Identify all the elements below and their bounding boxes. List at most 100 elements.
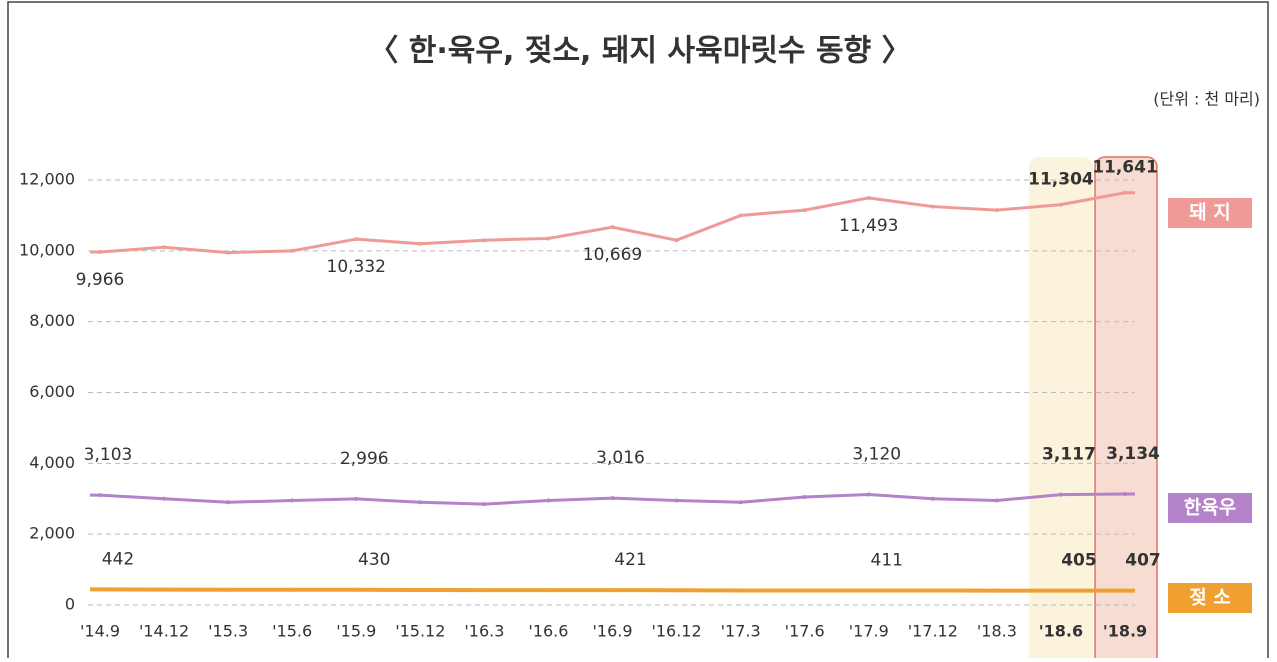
x-tick-label: '14.12 [139,622,189,641]
x-tick-label: '17.3 [721,622,761,641]
data-point [290,249,294,253]
x-tick-label: '14.9 [80,622,120,641]
data-point [226,500,230,504]
data-point [546,499,550,503]
data-point [290,499,294,503]
value-label: 407 [1125,551,1161,571]
data-point [1123,191,1127,195]
data-point [739,500,743,504]
value-label: 2,996 [340,449,389,469]
data-point [803,208,807,212]
data-point [931,589,935,593]
data-point [418,500,422,504]
data-point [482,588,486,592]
y-tick-label: 0 [65,595,75,614]
x-tick-label: '17.6 [785,622,825,641]
data-point [995,499,999,503]
y-tick-label: 8,000 [29,311,75,330]
chart: 〈 한·육우, 젖소, 돼지 사육마릿수 동향 〉 (단위 : 천 마리) 0 2… [0,0,1277,658]
data-point [1123,492,1127,496]
data-point [995,589,999,593]
x-tick-label: '16.6 [528,622,568,641]
value-label: 430 [358,550,390,570]
data-point [98,250,102,254]
x-tick-label: '16.12 [651,622,701,641]
value-label: 10,669 [583,245,642,265]
data-point [803,588,807,592]
x-tick-label: '16.3 [464,622,504,641]
data-point [611,588,615,592]
data-point [1059,589,1063,593]
value-label: 11,493 [839,216,898,236]
chart-title: 〈 한·육우, 젖소, 돼지 사육마릿수 동향 〉 [368,34,911,69]
value-label: 421 [614,550,646,570]
data-point [611,225,615,229]
data-point [546,588,550,592]
data-point [867,493,871,497]
data-point [867,196,871,200]
x-tick-label: '15.6 [272,622,312,641]
data-point [162,588,166,592]
data-point [354,588,358,592]
data-point [611,496,615,500]
y-tick-label: 2,000 [29,524,75,543]
data-point [98,587,102,591]
legend-label: 한육우 [1184,497,1236,519]
data-point [418,242,422,246]
data-point [931,205,935,209]
value-label: 9,966 [76,270,125,290]
data-point [226,251,230,255]
data-point [867,588,871,592]
unit-note: (단위 : 천 마리) [1153,90,1260,109]
data-point [931,497,935,501]
value-label: 405 [1061,551,1097,571]
data-point [418,588,422,592]
data-point [546,236,550,240]
value-label: 10,332 [327,257,386,277]
data-point [675,588,679,592]
x-tick-label: '15.3 [208,622,248,641]
data-point [162,245,166,249]
series-line [90,193,1135,253]
data-point [162,497,166,501]
value-label: 442 [102,549,134,569]
x-tick-label: '15.12 [395,622,445,641]
data-point [675,499,679,503]
data-point [739,213,743,217]
y-tick-label: 6,000 [29,382,75,401]
highlight-column [1029,157,1093,658]
legend-label: 젖 소 [1189,587,1231,609]
data-point [354,237,358,241]
data-point [1059,203,1063,207]
x-tick-label: '18.9 [1103,622,1147,641]
y-tick-label: 12,000 [19,170,75,189]
value-label: 11,304 [1028,170,1094,190]
x-tick-label: '16.9 [592,622,632,641]
value-label: 3,016 [596,448,645,468]
data-point [1123,589,1127,593]
x-tick-label: '17.12 [908,622,958,641]
data-point [739,588,743,592]
data-point [995,208,999,212]
data-point [675,238,679,242]
value-label: 3,134 [1106,444,1160,464]
y-tick-label: 4,000 [29,453,75,472]
data-point [354,497,358,501]
legend-label: 돼 지 [1189,202,1231,224]
data-point [1059,493,1063,497]
value-label: 411 [871,550,903,570]
data-point [803,495,807,499]
x-tick-label: '17.9 [849,622,889,641]
x-tick-label: '18.3 [977,622,1017,641]
data-point [290,588,294,592]
data-point [98,493,102,497]
x-tick-label: '18.6 [1039,622,1083,641]
data-point [226,588,230,592]
value-label: 3,103 [84,445,133,465]
x-tick-label: '15.9 [336,622,376,641]
y-tick-label: 10,000 [19,240,75,259]
highlight-column [1095,157,1157,658]
value-label: 3,120 [852,445,901,465]
value-label: 3,117 [1042,445,1096,465]
value-label: 11,641 [1092,158,1158,178]
